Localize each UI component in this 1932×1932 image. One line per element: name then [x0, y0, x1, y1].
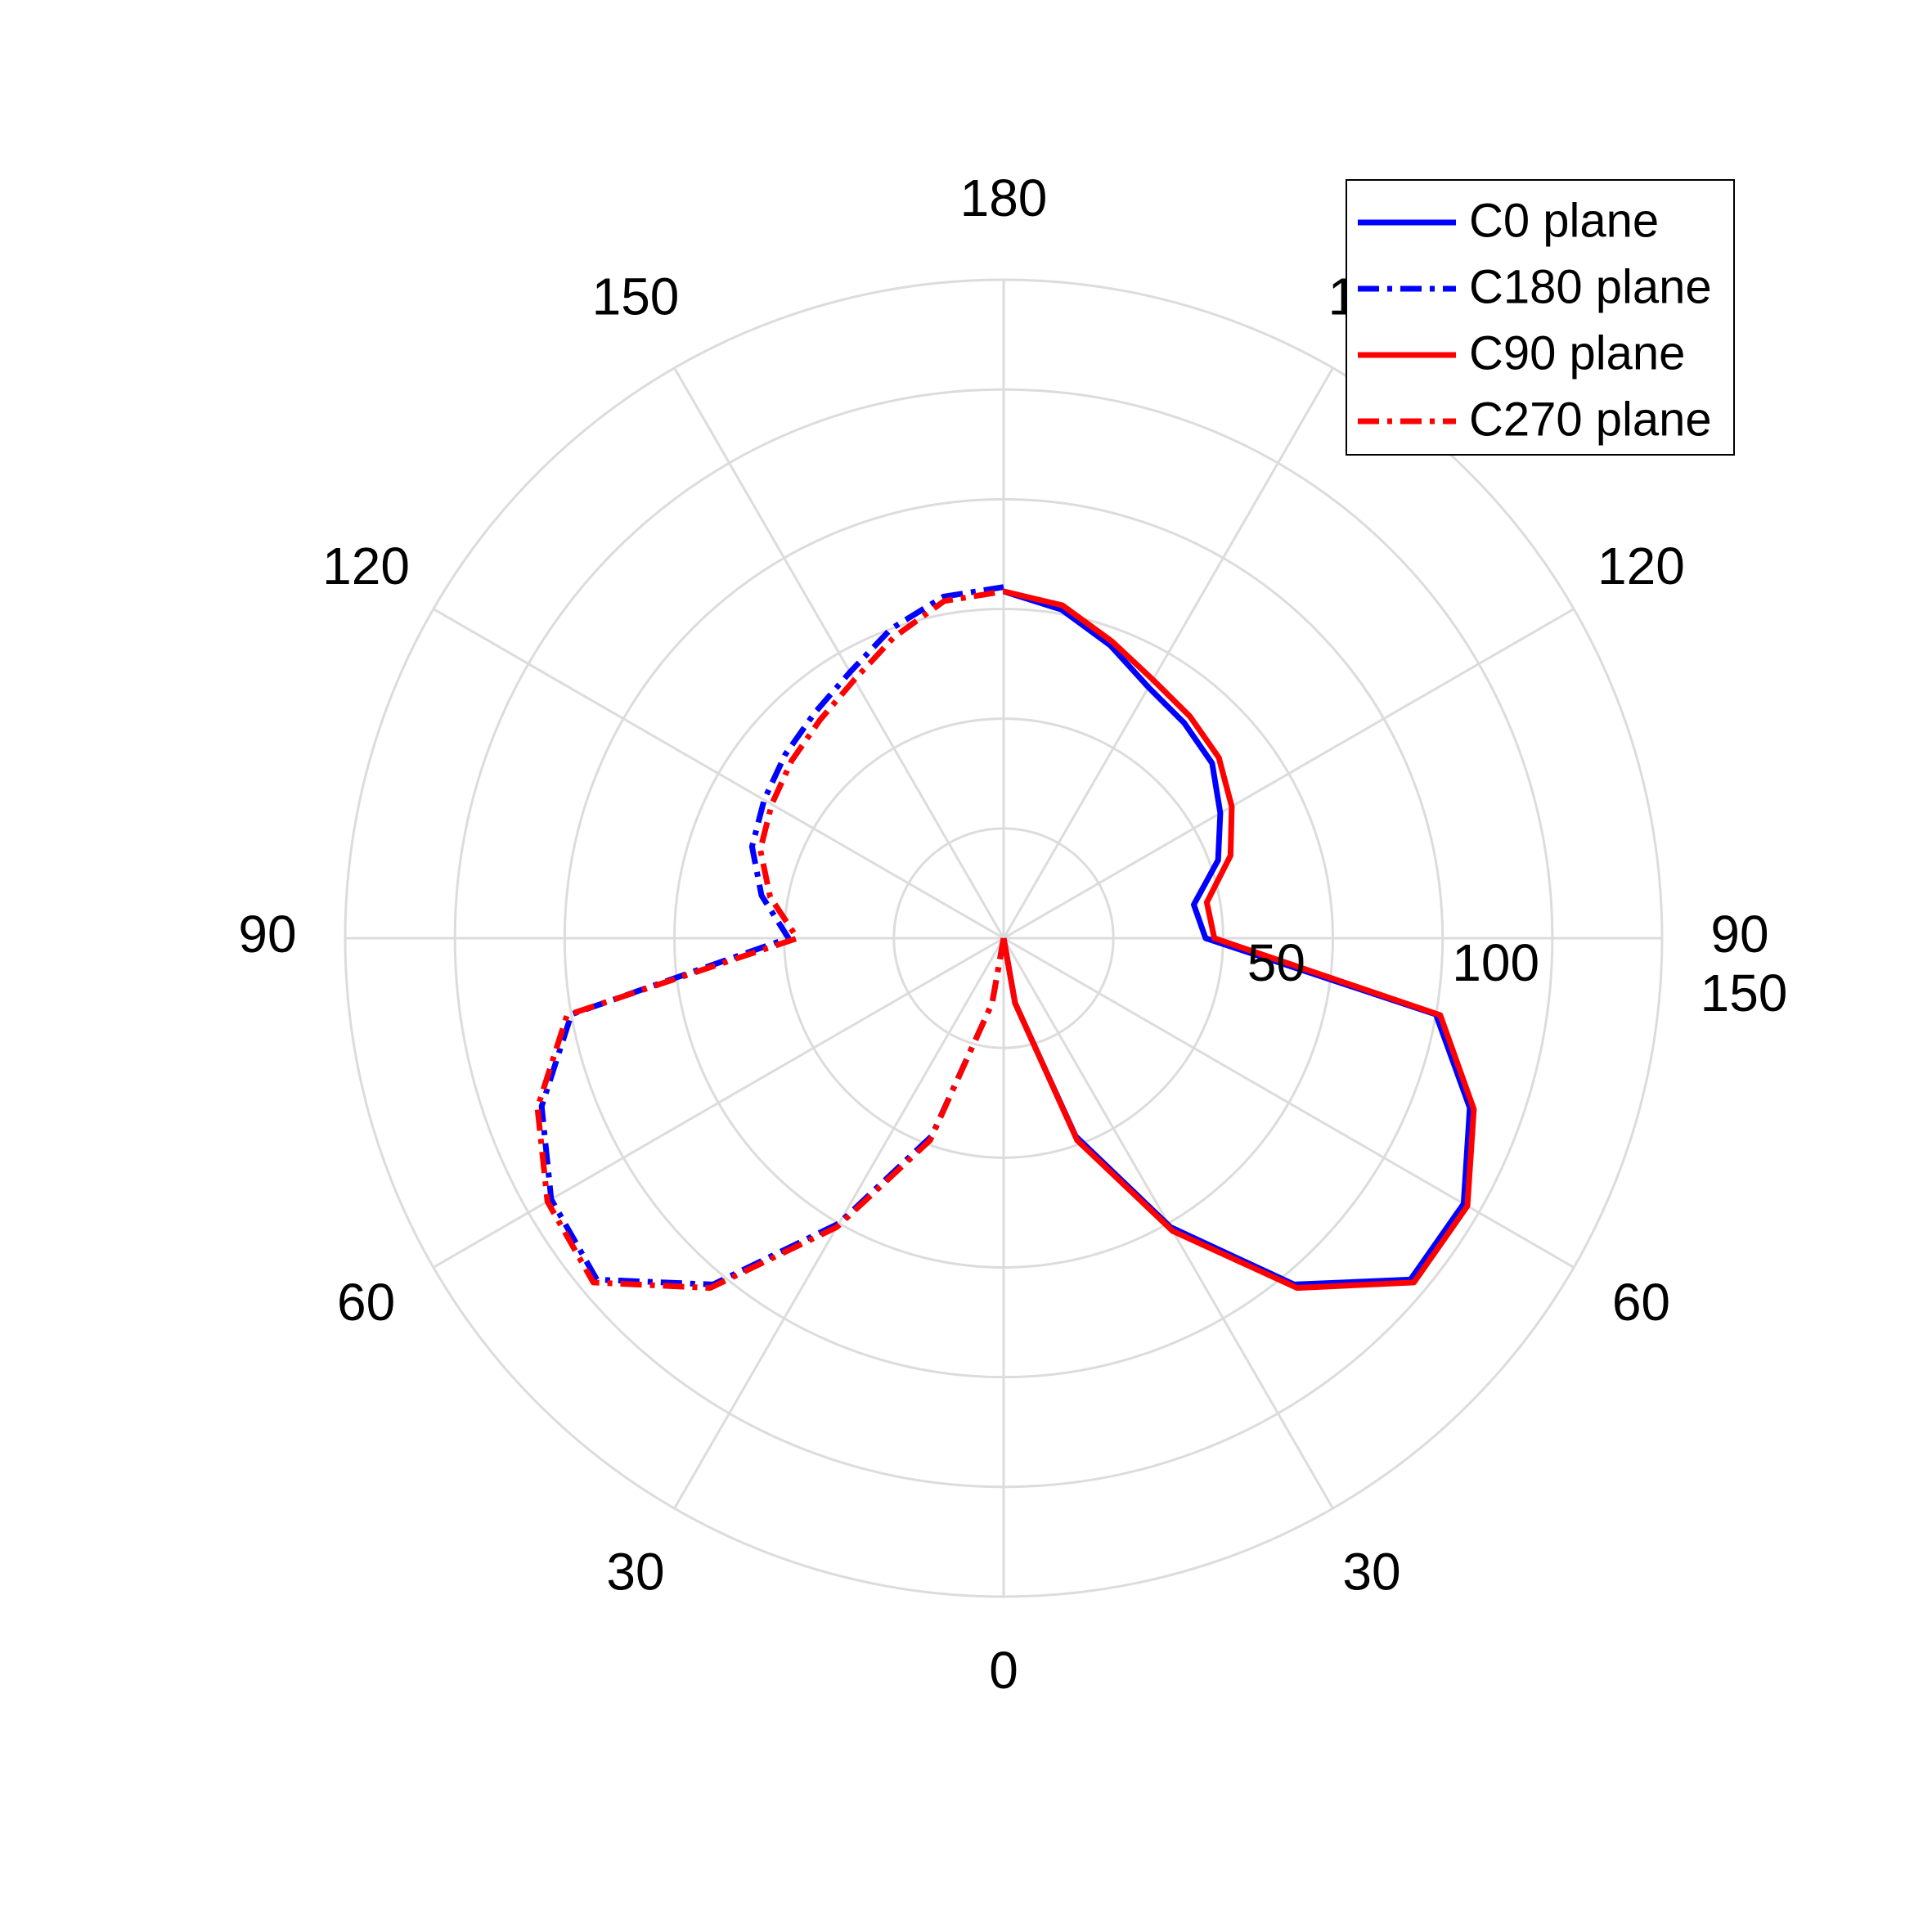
grid-spoke-60	[1003, 937, 1575, 1269]
legend: C0 plane C180 plane C90 plane C270 plane	[1346, 179, 1735, 456]
grid-spoke-330	[673, 937, 1005, 1509]
series-line-c270-plane	[534, 588, 1007, 1292]
grid-spoke-120	[1003, 608, 1575, 940]
angle-label-left-150: 150	[592, 267, 680, 326]
tick-labels: 030609012015018030609012015050100150	[238, 168, 1787, 1700]
radial-tick-label-150: 150	[1701, 964, 1788, 1022]
radial-tick-label-50: 50	[1247, 933, 1305, 992]
angle-label-left-120: 120	[322, 537, 410, 595]
angle-label-left-90: 90	[238, 905, 296, 964]
polar-grid	[344, 278, 1664, 1598]
legend-label-c180-plane: C180 plane	[1469, 260, 1712, 313]
grid-spoke-240	[433, 608, 1004, 940]
legend-label-c270-plane: C270 plane	[1469, 393, 1712, 446]
series-line-c90-plane	[1000, 588, 1477, 1292]
series-lines	[534, 584, 1477, 1292]
legend-label-c0-plane: C0 plane	[1469, 194, 1659, 247]
legend-box	[1346, 179, 1735, 456]
angle-label-right-30: 30	[1342, 1542, 1400, 1601]
grid-spoke-210	[673, 367, 1005, 939]
angle-label-left-180: 180	[960, 168, 1048, 227]
angle-label-right-90: 90	[1710, 905, 1768, 964]
angle-label-right-120: 120	[1597, 537, 1685, 595]
legend-label-c90-plane: C90 plane	[1469, 326, 1685, 380]
angle-label-right-60: 60	[1612, 1273, 1670, 1332]
radial-tick-label-100: 100	[1452, 933, 1539, 992]
series-line-c180-plane	[538, 584, 1007, 1287]
angle-label-left-0: 0	[989, 1641, 1018, 1700]
grid-spoke-300	[433, 937, 1004, 1269]
grid-spoke-150	[1002, 367, 1334, 939]
angle-label-left-60: 60	[337, 1273, 395, 1332]
angle-label-left-30: 30	[606, 1542, 664, 1601]
